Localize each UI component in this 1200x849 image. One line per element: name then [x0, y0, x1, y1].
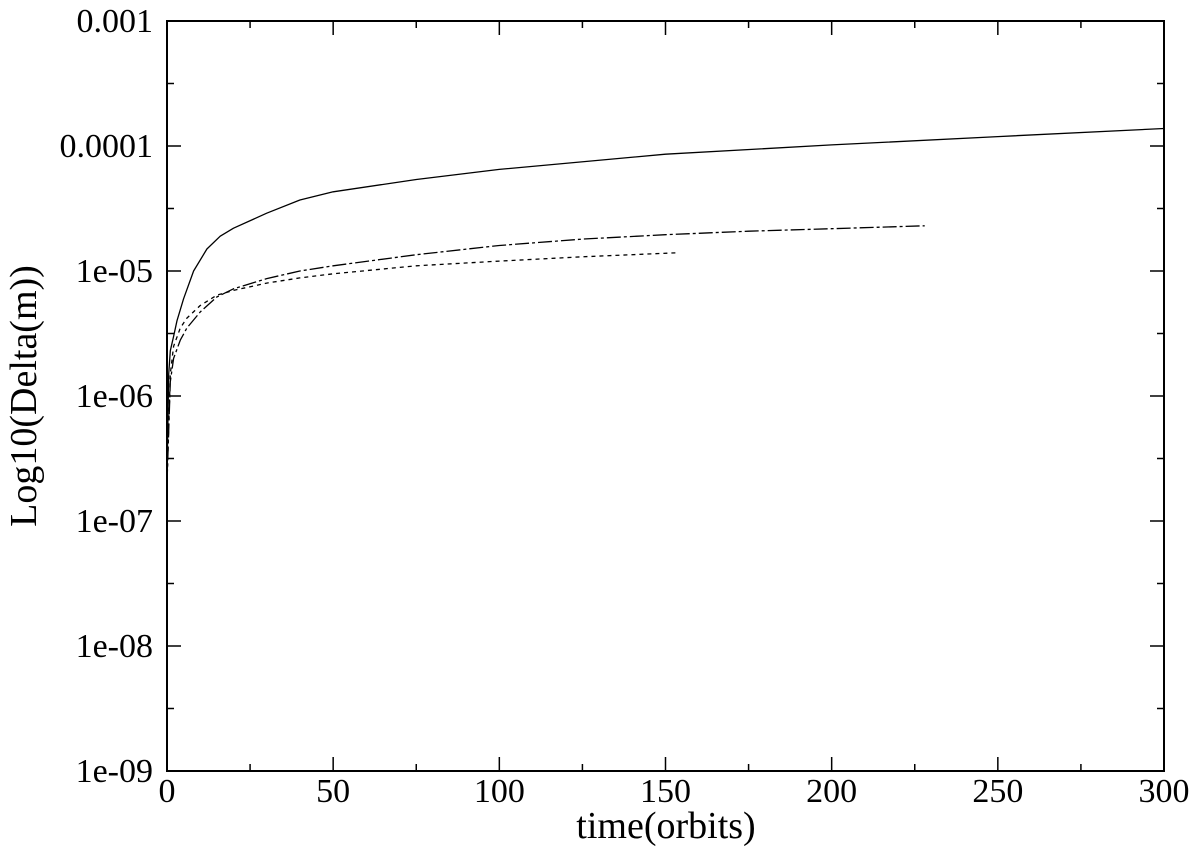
- series-layer: [166, 127, 1165, 484]
- x-axis-label: time(orbits): [576, 805, 755, 847]
- y-tick-label: 1e-09: [76, 753, 153, 790]
- x-tick-label: 300: [1139, 773, 1190, 810]
- series-long-dash-line: [166, 225, 925, 484]
- x-tick-label: 100: [474, 773, 525, 810]
- y-tick-label: 1e-08: [76, 628, 153, 665]
- x-tick-label: 200: [806, 773, 857, 810]
- y-tick-labels: 1e-09 1e-08 1e-07 1e-06 1e-05 0.0001 0.001: [60, 3, 154, 790]
- y-tick-label: 0.001: [77, 3, 154, 40]
- y-tick-label: 1e-07: [76, 503, 153, 540]
- x-tick-label: 0: [159, 773, 176, 810]
- plot-frame: [166, 20, 1165, 772]
- series-short-dash-line: [166, 252, 679, 484]
- y-tick-label: 1e-06: [76, 378, 153, 415]
- x-tick-label: 250: [972, 773, 1023, 810]
- y-tick-label: 1e-05: [76, 253, 153, 290]
- y-tick-label: 0.0001: [60, 128, 154, 165]
- y-tick-marks: [167, 20, 1164, 772]
- x-tick-marks: [166, 21, 1165, 771]
- series-solid-line: [166, 127, 1165, 479]
- x-tick-label: 150: [640, 773, 691, 810]
- x-tick-label: 50: [316, 773, 350, 810]
- x-tick-labels: 0 50 100 150 200 250 300: [159, 773, 1190, 810]
- y-axis-label: Log10(Delta(m)): [3, 265, 45, 527]
